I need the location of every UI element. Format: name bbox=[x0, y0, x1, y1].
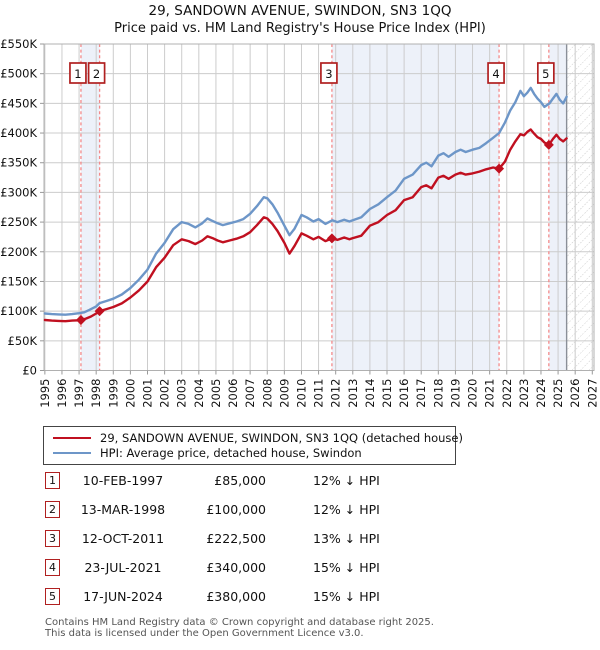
svg-text:2004: 2004 bbox=[192, 379, 206, 408]
svg-text:2009: 2009 bbox=[277, 379, 291, 408]
svg-text:2025: 2025 bbox=[551, 379, 565, 408]
sale-date: 17-JUN-2024 bbox=[83, 589, 163, 604]
gridlines bbox=[44, 43, 594, 371]
sale-price: £340,000 bbox=[206, 560, 266, 575]
svg-text:2013: 2013 bbox=[346, 379, 360, 408]
svg-text:2006: 2006 bbox=[226, 379, 240, 408]
price-line-swatch bbox=[53, 436, 91, 439]
svg-text:2019: 2019 bbox=[448, 379, 462, 408]
sales-table: 1 10-FEB-1997 £85,000 12% ↓ HPI 2 13-MAR… bbox=[45, 470, 565, 615]
page-subtitle: Price paid vs. HM Land Registry's House … bbox=[114, 21, 486, 36]
svg-text:2027: 2027 bbox=[585, 379, 599, 408]
sale-price: £380,000 bbox=[206, 589, 266, 604]
svg-text:2011: 2011 bbox=[312, 379, 326, 408]
sale-date: 13-MAR-1998 bbox=[80, 502, 166, 517]
sale-date: 12-OCT-2011 bbox=[81, 531, 165, 546]
sale-price: £222,500 bbox=[206, 531, 266, 546]
sale-hpi-delta: 15% ↓ HPI bbox=[313, 589, 380, 604]
sale-hpi-delta: 12% ↓ HPI bbox=[313, 502, 380, 517]
legend-label: 29, SANDOWN AVENUE, SWINDON, SN3 1QQ (de… bbox=[100, 430, 463, 445]
svg-text:1999: 1999 bbox=[106, 379, 120, 408]
y-axis-ticks: £0 £50K £100K £150K £200K £250K £300K £350K £400… bbox=[0, 37, 44, 378]
svg-text:£350K: £350K bbox=[0, 156, 37, 170]
sale-hpi-delta: 13% ↓ HPI bbox=[313, 531, 380, 546]
footer-line-2: This data is licensed under the Open Gov… bbox=[45, 627, 364, 639]
svg-text:2023: 2023 bbox=[517, 379, 531, 408]
svg-text:£200K: £200K bbox=[0, 245, 37, 259]
svg-text:2021: 2021 bbox=[483, 378, 497, 407]
sale-number-badge: 5 bbox=[45, 588, 60, 605]
table-row: 4 23-JUL-2021 £340,000 15% ↓ HPI bbox=[45, 557, 565, 586]
svg-text:2016: 2016 bbox=[397, 379, 411, 408]
hpi-line-swatch bbox=[53, 451, 91, 454]
sale-hpi-delta: 15% ↓ HPI bbox=[313, 560, 380, 575]
svg-text:£150K: £150K bbox=[0, 274, 37, 288]
svg-text:£400K: £400K bbox=[0, 126, 37, 140]
svg-text:4: 4 bbox=[492, 67, 499, 81]
svg-text:2018: 2018 bbox=[431, 379, 445, 408]
svg-text:£100K: £100K bbox=[0, 304, 37, 318]
svg-text:3: 3 bbox=[325, 67, 332, 81]
sale-date: 23-JUL-2021 bbox=[84, 560, 162, 575]
license-footer: Contains HM Land Registry data © Crown c… bbox=[45, 617, 585, 639]
sale-price: £85,000 bbox=[214, 473, 266, 488]
sale-markers bbox=[75, 139, 554, 326]
svg-text:2020: 2020 bbox=[466, 379, 480, 408]
svg-text:2015: 2015 bbox=[380, 379, 394, 408]
svg-text:1: 1 bbox=[74, 67, 81, 81]
svg-text:2001: 2001 bbox=[140, 379, 154, 408]
legend-row-price: 29, SANDOWN AVENUE, SWINDON, SN3 1QQ (de… bbox=[44, 430, 463, 445]
page-title: 29, SANDOWN AVENUE, SWINDON, SN3 1QQ bbox=[148, 3, 452, 19]
sale-date: 10-FEB-1997 bbox=[82, 473, 164, 488]
svg-text:2002: 2002 bbox=[158, 379, 172, 408]
sale-number-badge: 2 bbox=[45, 501, 60, 518]
svg-text:1997: 1997 bbox=[72, 379, 86, 408]
svg-text:£450K: £450K bbox=[0, 96, 37, 110]
svg-text:2: 2 bbox=[93, 67, 100, 81]
svg-text:1998: 1998 bbox=[89, 379, 103, 408]
svg-text:£250K: £250K bbox=[0, 215, 37, 229]
svg-text:2007: 2007 bbox=[243, 379, 257, 408]
table-row: 5 17-JUN-2024 £380,000 15% ↓ HPI bbox=[45, 586, 565, 615]
svg-text:£300K: £300K bbox=[0, 185, 37, 199]
svg-text:£500K: £500K bbox=[0, 67, 37, 81]
sale-hpi-delta: 12% ↓ HPI bbox=[313, 473, 380, 488]
svg-text:2014: 2014 bbox=[363, 379, 377, 408]
chart-legend: 29, SANDOWN AVENUE, SWINDON, SN3 1QQ (de… bbox=[43, 426, 463, 465]
svg-text:5: 5 bbox=[542, 67, 549, 81]
svg-text:2022: 2022 bbox=[500, 378, 514, 407]
svg-text:£550K: £550K bbox=[0, 37, 37, 51]
svg-text:2012: 2012 bbox=[329, 379, 343, 408]
svg-text:2005: 2005 bbox=[209, 379, 223, 408]
sale-number-badge: 3 bbox=[45, 530, 60, 547]
svg-text:2017: 2017 bbox=[414, 379, 428, 408]
x-axis-ticks: 1995 1996 1997 1998 1999 2000 2001 2002 2003 2004… bbox=[38, 370, 599, 408]
sale-price: £100,000 bbox=[206, 502, 266, 517]
table-row: 1 10-FEB-1997 £85,000 12% ↓ HPI bbox=[45, 470, 565, 499]
data-series bbox=[43, 86, 568, 323]
table-row: 3 12-OCT-2011 £222,500 13% ↓ HPI bbox=[45, 528, 565, 557]
legend-label: HPI: Average price, detached house, Swin… bbox=[100, 445, 362, 460]
svg-text:2024: 2024 bbox=[534, 379, 548, 408]
svg-text:2000: 2000 bbox=[123, 379, 137, 408]
footer-line-1: Contains HM Land Registry data © Crown c… bbox=[45, 617, 434, 628]
legend-row-hpi: HPI: Average price, detached house, Swin… bbox=[44, 445, 455, 460]
svg-text:£50K: £50K bbox=[8, 334, 38, 348]
future-hatch-region bbox=[566, 44, 594, 371]
svg-text:2008: 2008 bbox=[260, 379, 274, 408]
svg-text:£0: £0 bbox=[22, 364, 37, 378]
svg-text:2010: 2010 bbox=[294, 379, 308, 408]
svg-text:2003: 2003 bbox=[175, 379, 189, 408]
svg-text:1996: 1996 bbox=[55, 379, 69, 408]
ownership-bands bbox=[80, 44, 567, 371]
sale-number-badge: 4 bbox=[45, 559, 60, 576]
svg-text:1995: 1995 bbox=[38, 379, 52, 408]
table-row: 2 13-MAR-1998 £100,000 12% ↓ HPI bbox=[45, 499, 565, 528]
sale-number-badge: 1 bbox=[45, 472, 60, 489]
svg-text:2026: 2026 bbox=[568, 379, 582, 408]
